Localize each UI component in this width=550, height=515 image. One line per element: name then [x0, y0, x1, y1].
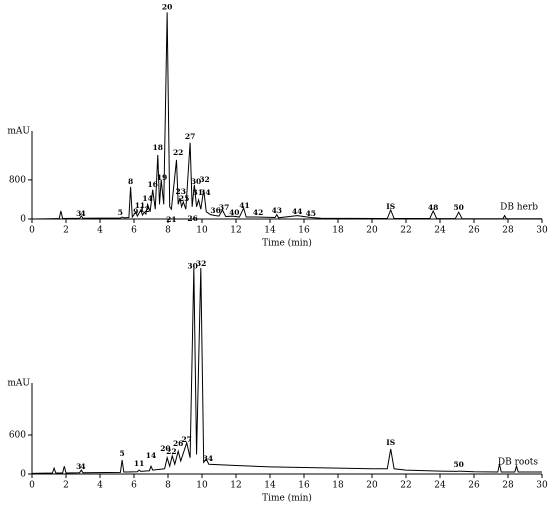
peak-label: 11 — [135, 201, 145, 210]
peak-label: 20 — [160, 444, 170, 453]
peak-label: 27 — [185, 132, 195, 141]
peak-label: 31 — [193, 188, 203, 197]
peak-label: 42 — [253, 208, 263, 217]
x-tick-label: 22 — [400, 481, 411, 491]
trace — [31, 12, 542, 220]
x-tick-label: 12 — [230, 226, 241, 236]
peak-label: 21 — [166, 215, 176, 224]
peak-label: 45 — [306, 209, 316, 218]
peak-label: 4 — [80, 209, 85, 218]
x-tick-label: 28 — [502, 226, 514, 236]
peak-label: IS — [386, 438, 395, 447]
peak-label: 41 — [239, 201, 249, 210]
peak-label: 18 — [153, 143, 163, 152]
x-tick-label: 10 — [196, 481, 208, 491]
peak-label: 16 — [147, 180, 157, 189]
peak-label: 4 — [80, 462, 85, 471]
peak-label: 26 — [173, 439, 183, 448]
legend-label: DB herb — [500, 203, 538, 213]
peak-label: 32 — [196, 259, 206, 268]
peak-label: 3 — [76, 209, 81, 218]
x-tick-label: 18 — [332, 481, 344, 491]
x-tick-label: 24 — [434, 481, 446, 491]
x-tick-label: 26 — [468, 226, 480, 236]
peak-label: 22 — [166, 447, 176, 456]
x-tick-label: 14 — [264, 481, 276, 491]
peak-label: 37 — [219, 203, 229, 212]
peak-label: 50 — [453, 460, 463, 469]
peak-label: 3 — [76, 462, 81, 471]
x-tick-label: 24 — [434, 226, 446, 236]
x-tick-label: 18 — [332, 226, 344, 236]
peak-label: 14 — [146, 451, 156, 460]
y-tick-label: 0 — [20, 215, 26, 225]
x-tick-label: 16 — [298, 226, 310, 236]
peak-label: 50 — [453, 203, 463, 212]
x-tick-label: 28 — [502, 481, 514, 491]
peak-label: 8 — [128, 177, 133, 186]
peak-label: 40 — [229, 208, 239, 217]
peak-label: 9 — [133, 207, 138, 216]
y-axis-label: mAU — [7, 127, 30, 137]
x-tick-label: 12 — [230, 481, 241, 491]
x-axis-label: Time (min) — [262, 493, 312, 504]
x-tick-label: 8 — [165, 226, 171, 236]
y-tick-label: 600 — [9, 431, 26, 441]
y-tick-label: 800 — [9, 175, 26, 185]
trace — [31, 267, 542, 474]
peak-label: IS — [386, 202, 395, 211]
x-tick-label: 0 — [29, 481, 35, 491]
x-tick-label: 26 — [468, 481, 480, 491]
peak-label: 43 — [272, 206, 282, 215]
x-tick-label: 4 — [97, 226, 103, 236]
peak-label: 11 — [134, 459, 144, 468]
peak-label: 5 — [119, 449, 124, 458]
peak-label: 12 — [139, 205, 149, 214]
peak-label: 5 — [118, 208, 123, 217]
peak-label: 32 — [199, 175, 209, 184]
x-tick-label: 8 — [165, 481, 171, 491]
x-tick-label: 4 — [97, 481, 103, 491]
x-tick-label: 20 — [366, 226, 378, 236]
x-tick-label: 6 — [131, 481, 137, 491]
peak-label: 22 — [173, 148, 183, 157]
x-tick-label: 2 — [63, 226, 69, 236]
peak-label: 14 — [142, 194, 152, 203]
y-axis-label: mAU — [7, 379, 30, 389]
peak-label: 26 — [187, 214, 197, 223]
x-tick-label: 22 — [400, 226, 411, 236]
x-tick-label: 20 — [366, 481, 378, 491]
peak-label: 23 — [176, 187, 186, 196]
x-tick-label: 10 — [196, 226, 208, 236]
peak-label: 19 — [157, 173, 167, 182]
x-tick-label: 6 — [131, 226, 137, 236]
x-axis-label: Time (min) — [262, 238, 312, 249]
peak-label: 34 — [200, 188, 210, 197]
peak-label: 30 — [187, 262, 197, 271]
peak-label: 36 — [210, 206, 220, 215]
peak-label: 30 — [191, 177, 201, 186]
peak-label: 20 — [162, 3, 172, 12]
y-tick-label: 0 — [20, 470, 26, 480]
x-tick-label: 16 — [298, 481, 310, 491]
peak-label: 48 — [428, 203, 438, 212]
peak-label: 27 — [181, 435, 191, 444]
x-tick-label: 14 — [264, 226, 276, 236]
peak-label: 34 — [203, 454, 213, 463]
x-tick-label: 30 — [536, 226, 548, 236]
x-tick-label: 2 — [63, 481, 69, 491]
peak-label: 25 — [179, 194, 189, 203]
legend-label: DB roots — [498, 458, 538, 468]
x-tick-label: 30 — [536, 481, 548, 491]
x-tick-label: 0 — [29, 226, 35, 236]
peak-label: 44 — [292, 207, 302, 216]
